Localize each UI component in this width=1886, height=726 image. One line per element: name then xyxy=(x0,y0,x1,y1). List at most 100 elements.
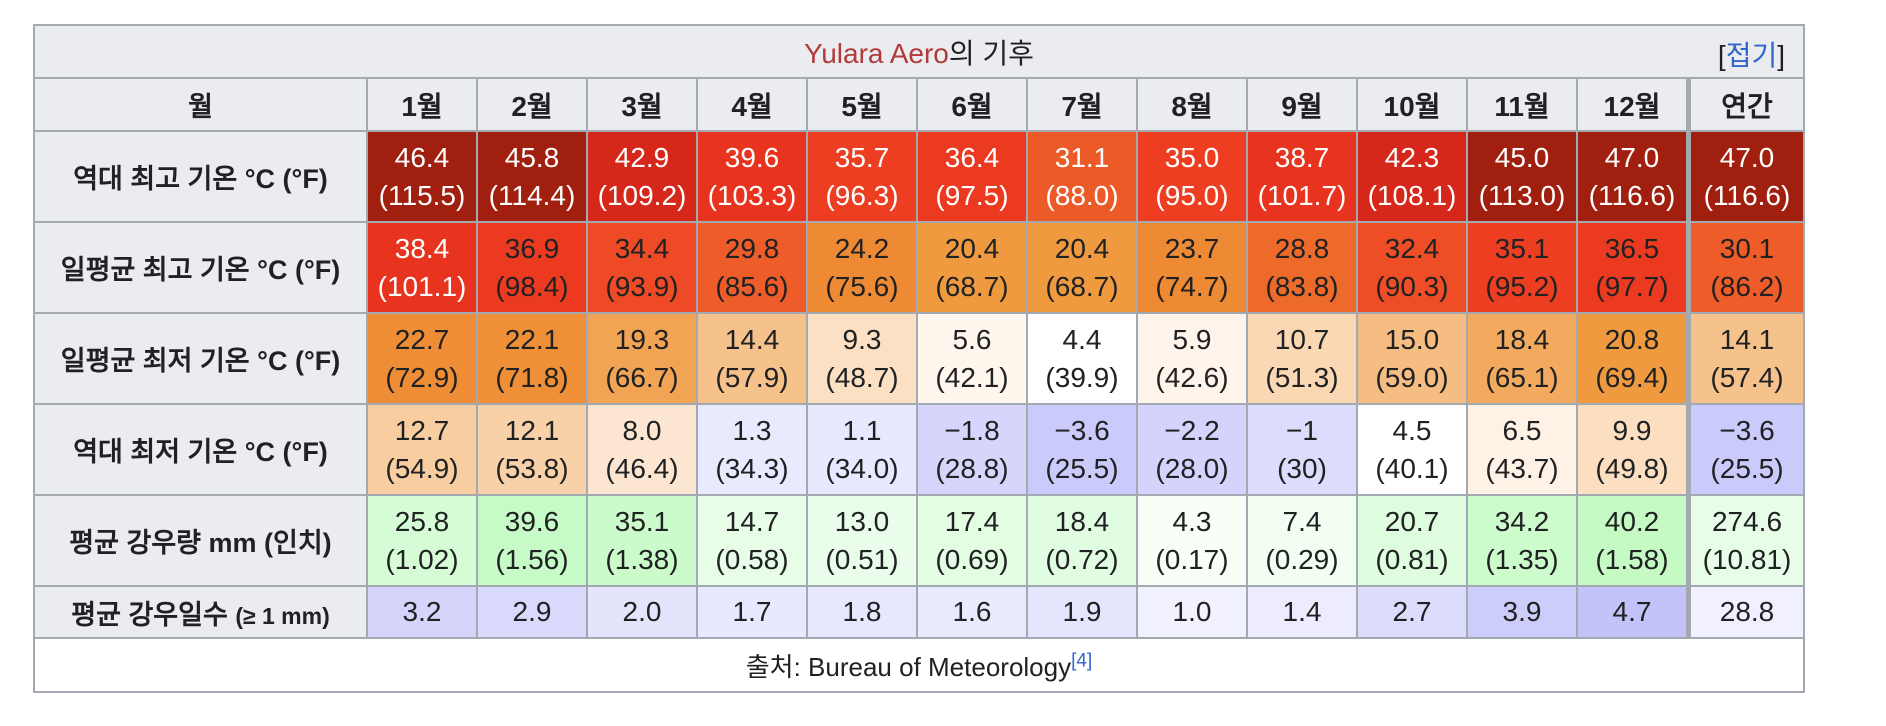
cell-value: 1.0 xyxy=(1172,596,1212,627)
cell-converted-value: (28.8) xyxy=(935,452,1009,484)
climate-box: Yulara Aero의 기후 [접기] 월 1월 2월 3월 4월 5월 6월 7월 8월 9… xyxy=(33,24,1805,693)
data-cell: 1.7 xyxy=(696,585,808,639)
data-cell: 14.7 (0.58) xyxy=(696,494,808,587)
cell-value: 274.6 xyxy=(1711,505,1783,537)
table-row: 역대 최고 기온 °C (°F) 46.4 (115.5) 45.8 (114.4) 42… xyxy=(33,130,1805,223)
cell-converted-value: (57.4) xyxy=(1710,361,1784,393)
data-cell: 14.4 (57.9) xyxy=(696,312,808,405)
data-cell: 24.2 (75.6) xyxy=(806,221,918,314)
cell-converted-value: (86.2) xyxy=(1710,270,1784,302)
month-header: 1월 xyxy=(366,77,478,132)
cell-converted-value: (25.5) xyxy=(1045,452,1119,484)
data-cell: 34.2 (1.35) xyxy=(1466,494,1578,587)
cell-converted-value: (68.7) xyxy=(935,270,1009,302)
cell-value: 20.4 xyxy=(1054,232,1110,264)
cell-converted-value: (101.1) xyxy=(377,270,467,302)
cell-converted-value: (42.1) xyxy=(935,361,1009,393)
table-row: 역대 최저 기온 °C (°F) 12.7 (54.9) 12.1 (53.8) 8.0 (… xyxy=(33,403,1805,496)
cell-converted-value: (34.0) xyxy=(825,452,899,484)
climate-table: Yulara Aero의 기후 [접기] 월 1월 2월 3월 4월 5월 6월 7월 8월 9… xyxy=(33,24,1805,693)
cell-value: 42.9 xyxy=(614,141,670,173)
cell-converted-value: (0.51) xyxy=(825,543,899,575)
cell-value: 22.1 xyxy=(504,323,560,355)
cell-value: 5.9 xyxy=(1172,323,1212,355)
cell-value: 14.4 xyxy=(724,323,780,355)
cell-value: 36.5 xyxy=(1604,232,1660,264)
month-header: 5월 xyxy=(806,77,918,132)
cell-converted-value: (101.7) xyxy=(1257,179,1347,211)
cell-value: 1.9 xyxy=(1062,596,1102,627)
cell-value: 35.1 xyxy=(1494,232,1550,264)
cell-value: 1.7 xyxy=(732,596,772,627)
cell-converted-value: (71.8) xyxy=(495,361,569,393)
data-cell: 7.4 (0.29) xyxy=(1246,494,1358,587)
row-header: 일평균 최저 기온 °C (°F) xyxy=(33,312,368,405)
cell-value: 4.5 xyxy=(1392,414,1432,446)
data-cell: 12.1 (53.8) xyxy=(476,403,588,496)
data-cell: 3.2 xyxy=(366,585,478,639)
data-cell: −3.6 (25.5) xyxy=(1026,403,1138,496)
reference-link[interactable]: [4] xyxy=(1071,649,1093,671)
data-cell: 47.0 (116.6) xyxy=(1576,130,1690,223)
data-cell: 8.0 (46.4) xyxy=(586,403,698,496)
data-cell: 36.4 (97.5) xyxy=(916,130,1028,223)
month-header: 10월 xyxy=(1356,77,1468,132)
data-cell: 6.5 (43.7) xyxy=(1466,403,1578,496)
cell-converted-value: (53.8) xyxy=(495,452,569,484)
data-cell: 9.3 (48.7) xyxy=(806,312,918,405)
data-cell: 1.8 xyxy=(806,585,918,639)
cell-value: −1 xyxy=(1286,414,1318,446)
data-cell: 1.0 xyxy=(1136,585,1248,639)
collapse-toggle[interactable]: [접기] xyxy=(1717,40,1785,71)
cell-converted-value: (1.56) xyxy=(495,543,569,575)
data-cell: 3.9 xyxy=(1466,585,1578,639)
data-cell: 29.8 (85.6) xyxy=(696,221,808,314)
cell-converted-value: (109.2) xyxy=(597,179,687,211)
cell-value: −2.2 xyxy=(1164,414,1220,446)
data-cell: −1.8 (28.8) xyxy=(916,403,1028,496)
data-cell: 9.9 (49.8) xyxy=(1576,403,1690,496)
data-cell: 4.4 (39.9) xyxy=(1026,312,1138,405)
annual-cell: 14.1 (57.4) xyxy=(1686,312,1805,405)
cell-value: 15.0 xyxy=(1384,323,1440,355)
cell-value: 36.4 xyxy=(944,141,1000,173)
cell-value: 7.4 xyxy=(1282,505,1322,537)
month-column-header: 월 xyxy=(33,77,368,132)
data-cell: 10.7 (51.3) xyxy=(1246,312,1358,405)
data-cell: 4.3 (0.17) xyxy=(1136,494,1248,587)
cell-value: 13.0 xyxy=(834,505,890,537)
row-header: 역대 최저 기온 °C (°F) xyxy=(33,403,368,496)
cell-value: 2.0 xyxy=(622,596,662,627)
month-header: 3월 xyxy=(586,77,698,132)
cell-value: 25.8 xyxy=(394,505,450,537)
cell-converted-value: (1.38) xyxy=(605,543,679,575)
data-cell: 17.4 (0.69) xyxy=(916,494,1028,587)
cell-value: 42.3 xyxy=(1384,141,1440,173)
data-cell: 25.8 (1.02) xyxy=(366,494,478,587)
cell-value: 1.6 xyxy=(952,596,992,627)
cell-value: 32.4 xyxy=(1384,232,1440,264)
cell-value: 9.3 xyxy=(842,323,882,355)
cell-converted-value: (0.29) xyxy=(1265,543,1339,575)
cell-value: 31.1 xyxy=(1054,141,1110,173)
month-header: 6월 xyxy=(916,77,1028,132)
cell-value: 47.0 xyxy=(1604,141,1660,173)
cell-converted-value: (116.6) xyxy=(1588,179,1676,211)
cell-value: 9.9 xyxy=(1612,414,1652,446)
row-header: 평균 강우량 mm (인치) xyxy=(33,494,368,587)
cell-value: 39.6 xyxy=(504,505,560,537)
cell-value: 35.1 xyxy=(614,505,670,537)
station-link[interactable]: Yulara Aero xyxy=(804,37,949,69)
data-cell: 40.2 (1.58) xyxy=(1576,494,1690,587)
cell-converted-value: (48.7) xyxy=(825,361,899,393)
month-header: 9월 xyxy=(1246,77,1358,132)
collapse-link[interactable]: 접기 xyxy=(1725,40,1778,71)
cell-value: 2.7 xyxy=(1392,596,1432,627)
cell-value: 39.6 xyxy=(724,141,780,173)
cell-converted-value: (30) xyxy=(1277,452,1327,484)
data-cell: 19.3 (66.7) xyxy=(586,312,698,405)
cell-converted-value: (1.35) xyxy=(1485,543,1559,575)
cell-value: −3.6 xyxy=(1719,414,1775,446)
data-cell: 15.0 (59.0) xyxy=(1356,312,1468,405)
cell-converted-value: (114.4) xyxy=(488,179,576,211)
